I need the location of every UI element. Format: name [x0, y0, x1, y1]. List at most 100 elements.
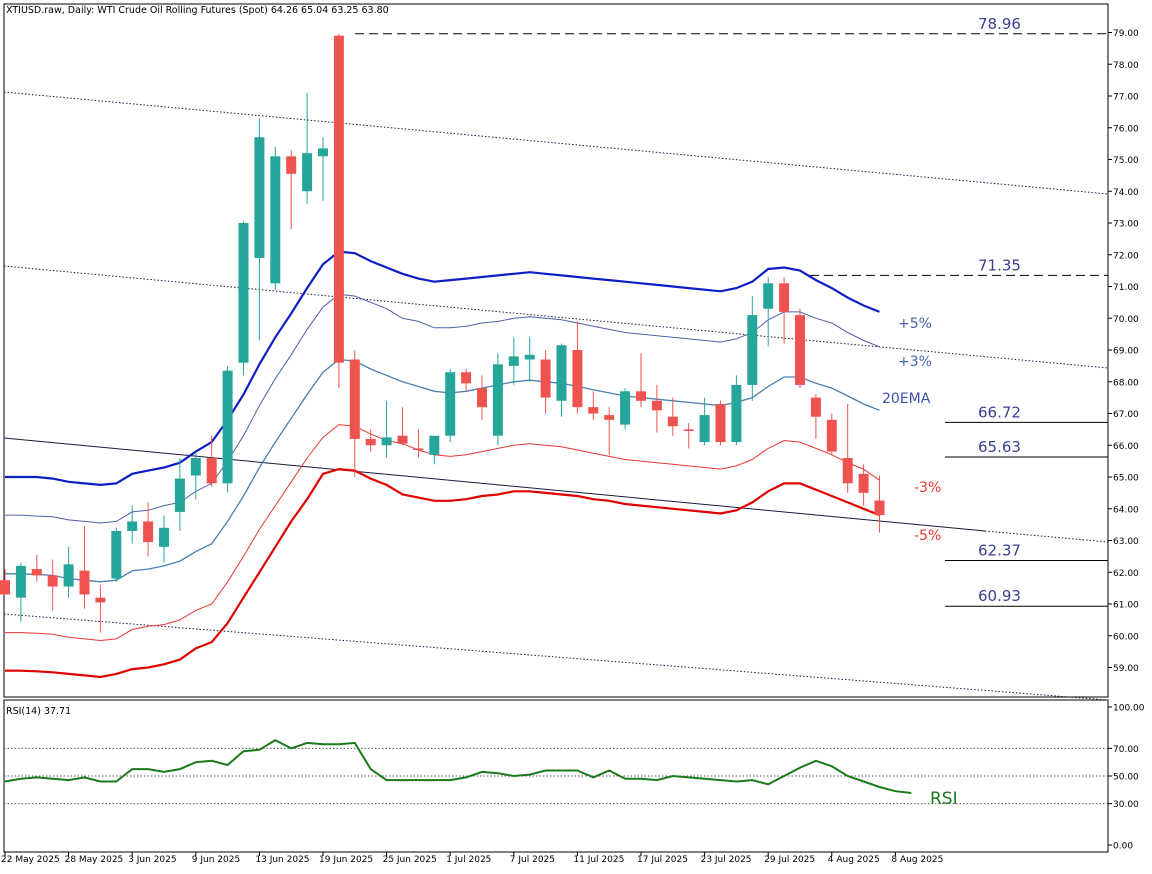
rsi-chart-title: RSI(14) 37.71 — [6, 706, 71, 717]
candle — [699, 397, 710, 446]
candle — [413, 429, 424, 458]
candle — [429, 435, 440, 465]
y-tick-label: 59.00 — [1113, 664, 1139, 674]
x-tick-label: 22 May 2025 — [1, 855, 60, 865]
candle — [0, 569, 10, 595]
x-tick-label: 11 Jul 2025 — [573, 855, 624, 865]
candle — [508, 337, 519, 385]
level-label-66.72: 66.72 — [978, 403, 1021, 421]
candle — [763, 276, 774, 347]
x-tick-label: 13 Jun 2025 — [255, 855, 309, 865]
candle — [333, 33, 344, 389]
candle-body — [842, 457, 853, 484]
candle-body — [0, 580, 10, 595]
candle-body — [731, 384, 742, 443]
candle — [286, 149, 297, 230]
candle-body — [524, 354, 535, 360]
y-tick-label: 72.00 — [1113, 251, 1139, 261]
x-tick-label: 17 Jul 2025 — [637, 855, 688, 865]
candle — [492, 353, 503, 446]
candle-body — [683, 429, 694, 431]
rsi-series-label: RSI — [930, 789, 958, 809]
level-label-60.93: 60.93 — [978, 587, 1021, 605]
candle-body — [349, 359, 360, 439]
candle — [238, 221, 249, 376]
candle-body — [79, 570, 90, 595]
candle-body — [715, 403, 726, 443]
candle-body — [858, 473, 869, 493]
candle — [524, 337, 535, 382]
band-line-m5 — [5, 467, 880, 679]
middle-channel-line — [3, 265, 1109, 369]
candle-body — [190, 457, 201, 476]
candle-body — [47, 575, 58, 587]
candle — [874, 475, 885, 533]
candle — [63, 546, 74, 598]
candle-body — [429, 435, 440, 455]
candle-body — [318, 148, 328, 157]
band-line-m3 — [5, 424, 880, 642]
x-tick-label: 19 Jun 2025 — [319, 855, 373, 865]
price-chart-title: XTIUSD.raw, Daily: WTI Crude Oil Rolling… — [6, 5, 389, 16]
rsi-line — [4, 738, 912, 794]
y-tick-label: 77.00 — [1113, 93, 1139, 103]
candle — [667, 397, 678, 436]
candle-body — [127, 521, 138, 531]
candle-body — [795, 315, 805, 385]
level-label-65.63: 65.63 — [978, 438, 1021, 456]
rsi-tick-label: 50.00 — [1113, 773, 1139, 783]
candle — [461, 369, 472, 392]
candle-body — [508, 356, 519, 366]
candle-body — [397, 435, 408, 444]
candle — [206, 435, 217, 487]
y-tick-label: 62.00 — [1113, 569, 1139, 579]
band-label-m5: -5% — [914, 528, 941, 544]
candle — [270, 146, 281, 290]
candle-body — [174, 478, 185, 512]
candle-body — [31, 569, 42, 576]
y-tick-label: 74.00 — [1113, 188, 1139, 198]
y-tick-label: 70.00 — [1113, 315, 1139, 325]
candle-body — [461, 372, 472, 384]
candle-body — [381, 437, 392, 446]
candle-body — [651, 400, 662, 411]
candle-body — [222, 370, 233, 484]
candle — [747, 296, 758, 401]
y-tick-label: 63.00 — [1113, 537, 1139, 547]
y-tick-label: 68.00 — [1113, 378, 1139, 388]
rsi-tick-label: 30.00 — [1113, 800, 1139, 810]
candle-body — [779, 283, 790, 312]
candle — [222, 365, 233, 493]
candle — [810, 394, 821, 439]
band-label-p3: +3% — [898, 354, 932, 370]
candle — [636, 353, 646, 408]
candle — [47, 559, 58, 611]
candle-body — [699, 415, 710, 443]
candle-body — [604, 415, 615, 420]
candle-body — [206, 457, 217, 484]
candle — [651, 384, 662, 433]
candle-body — [588, 407, 599, 414]
x-tick-label: 9 Jun 2025 — [192, 855, 240, 865]
candle — [683, 423, 694, 449]
x-tick-label: 4 Aug 2025 — [828, 855, 880, 865]
band-label-ema: 20EMA — [882, 391, 931, 407]
y-tick-label: 76.00 — [1113, 124, 1139, 134]
candle — [381, 400, 392, 458]
x-tick-label: 1 Jul 2025 — [446, 855, 491, 865]
y-tick-label: 78.00 — [1113, 61, 1139, 71]
candle-body — [270, 156, 281, 284]
candle — [842, 403, 853, 493]
candle-body — [667, 416, 678, 427]
candle-body — [540, 359, 551, 398]
candle — [111, 527, 122, 582]
y-tick-label: 79.00 — [1113, 29, 1139, 39]
candle — [15, 562, 26, 622]
x-tick-label: 29 Jul 2025 — [764, 855, 815, 865]
candle-body — [413, 448, 424, 451]
candle — [79, 526, 90, 609]
x-tick-label: 28 May 2025 — [65, 855, 124, 865]
candle — [143, 502, 154, 557]
candle — [604, 407, 615, 455]
